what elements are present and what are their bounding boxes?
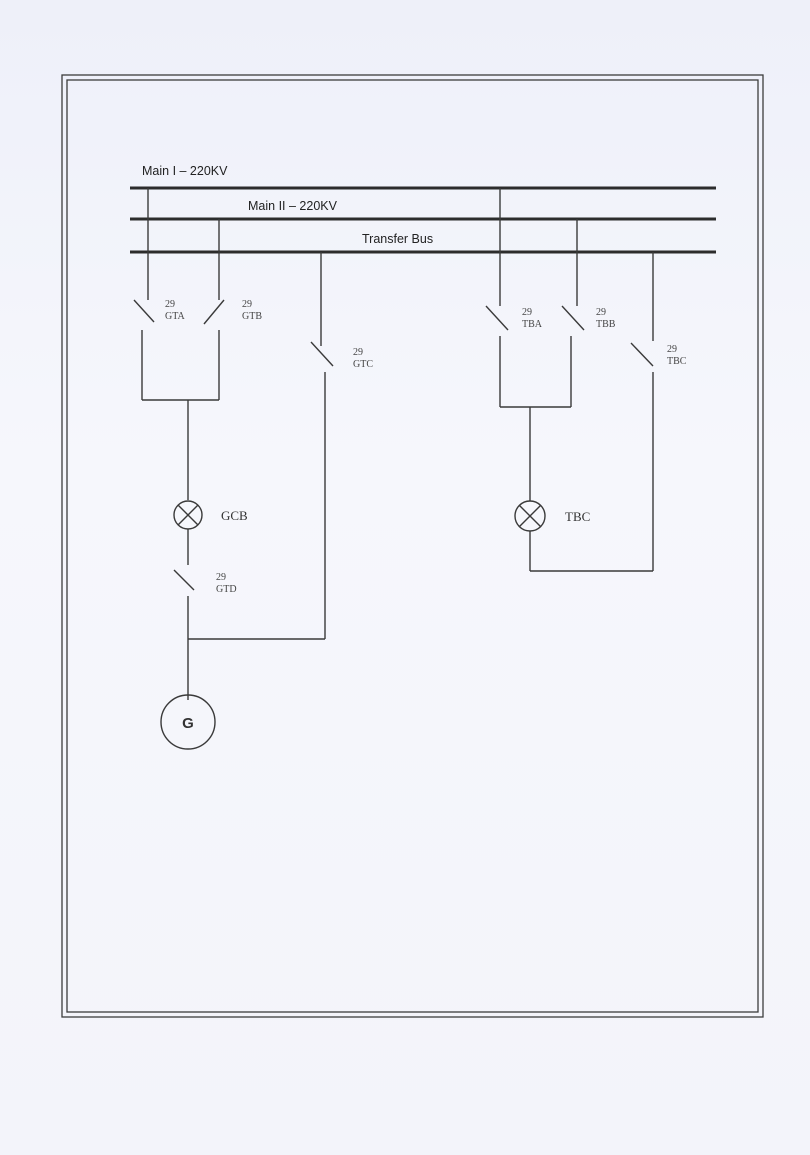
gtd-isolator-number: 29 [216,572,226,583]
main-1-bus-label: Main I – 220KV [142,164,228,178]
tbc-breaker-label: TBC [565,509,590,524]
tbc-breaker-symbol [514,500,546,532]
generator-symbol [160,694,216,750]
gta-isolator-blade [133,299,155,323]
tbc-isolator-code: TBC [667,356,687,367]
main-2-bus-label: Main II – 220KV [248,199,338,213]
generator-label: G [182,715,194,732]
gtd-isolator-code: GTD [216,584,237,595]
gtc-isolator-blade [310,341,334,367]
gcb-breaker-symbol [173,500,203,530]
gta-isolator-number: 29 [165,299,175,310]
gtb-isolator-number: 29 [242,299,252,310]
page-frame-inner [66,79,759,1013]
gtc-isolator-number: 29 [353,347,363,358]
tba-isolator-code: TBA [522,319,543,330]
tbb-isolator-code: TBB [596,319,616,330]
gtd-isolator-blade [173,569,195,591]
tba-isolator-blade [485,305,509,331]
tba-isolator-number: 29 [522,307,532,318]
gtb-isolator-code: GTB [242,311,262,322]
tbb-isolator-blade [561,305,585,331]
gta-isolator-code: GTA [165,311,186,322]
tbb-isolator-number: 29 [596,307,606,318]
gcb-label: GCB [221,508,248,523]
tbc-isolator-blade [630,342,654,367]
tbc-isolator-number: 29 [667,344,677,355]
page-frame-outer [61,74,764,1018]
transfer-bus-label: Transfer Bus [362,232,433,246]
gtb-isolator-blade [203,299,225,325]
gtc-isolator-code: GTC [353,359,373,370]
